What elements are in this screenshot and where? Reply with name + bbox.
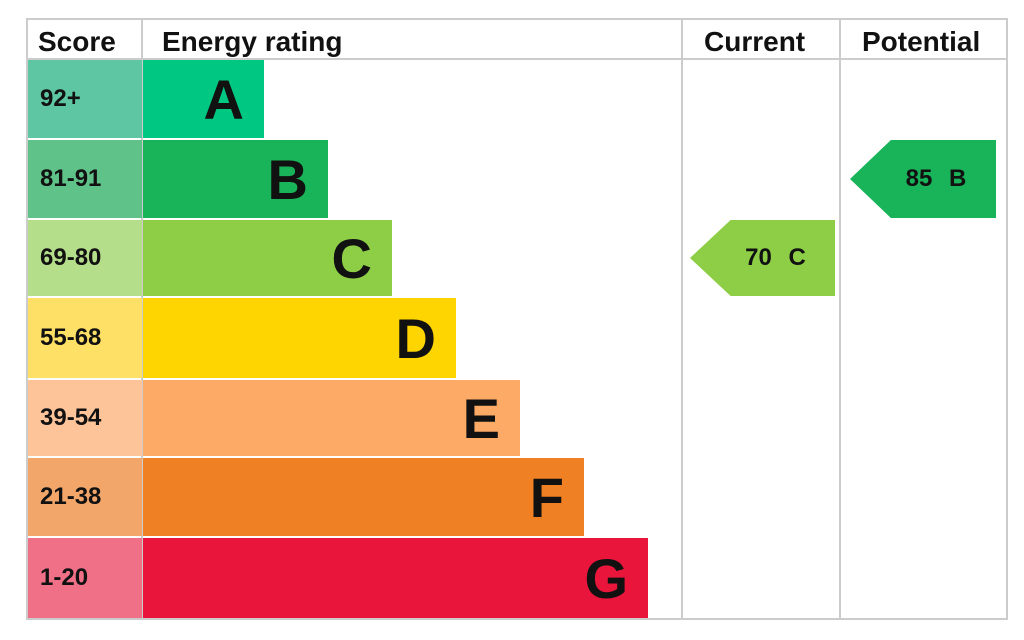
header-energy-rating: Energy rating [162,26,343,57]
score-cell-f: 21-38 [28,458,142,536]
rating-letter: G [584,546,628,610]
score-cell-e: 39-54 [28,380,142,456]
header-divider [26,58,1008,60]
score-cell-g: 1-20 [28,538,142,618]
rating-bar-c: C [143,220,392,296]
column-divider [839,18,841,620]
epc-table [26,18,1008,620]
rating-bar-e: E [143,380,520,456]
header-score: Score [38,26,116,57]
rating-bar-g: G [143,538,648,618]
column-divider [141,18,143,620]
rating-letter: B [267,147,308,211]
score-cell-c: 69-80 [28,220,142,296]
score-cell-a: 92+ [28,60,142,138]
header-current: Current [704,26,806,57]
header-potential: Potential [862,26,981,57]
rating-letter: E [462,386,500,450]
rating-letter: F [529,465,564,529]
rating-letter: A [203,67,244,131]
rating-letter: D [395,306,436,370]
column-divider [681,18,683,620]
rating-bar-f: F [143,458,584,536]
potential-rating-label: 85 B [905,165,967,192]
score-cell-b: 81-91 [28,140,142,218]
rating-bar-a: A [143,60,264,138]
score-cell-d: 55-68 [28,298,142,378]
rating-letter: C [331,226,372,290]
rating-bar-b: B [143,140,328,218]
rating-bar-d: D [143,298,456,378]
current-rating-label: 70 C [745,244,806,271]
